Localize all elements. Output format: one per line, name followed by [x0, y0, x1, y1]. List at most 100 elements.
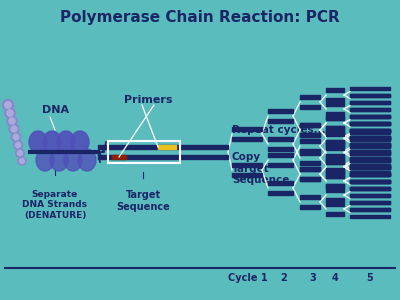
Bar	[326, 88, 344, 92]
Ellipse shape	[57, 131, 75, 153]
Ellipse shape	[2, 100, 14, 110]
Ellipse shape	[5, 108, 15, 118]
Bar	[350, 142, 390, 146]
Bar	[350, 172, 390, 176]
Bar	[350, 136, 390, 139]
Bar	[350, 157, 390, 160]
Bar	[350, 187, 390, 190]
Bar	[326, 158, 344, 162]
Bar	[350, 164, 390, 166]
Bar	[350, 130, 390, 134]
Bar	[350, 115, 390, 118]
Bar	[350, 145, 390, 148]
Ellipse shape	[18, 150, 22, 156]
Ellipse shape	[71, 131, 89, 153]
Bar	[326, 174, 344, 178]
Bar	[350, 214, 390, 218]
Bar	[300, 133, 320, 137]
Bar	[350, 187, 390, 190]
Text: 4: 4	[332, 273, 338, 283]
Ellipse shape	[18, 157, 26, 165]
Bar	[350, 115, 390, 118]
Bar	[300, 139, 320, 143]
Bar	[268, 137, 293, 141]
Bar	[350, 166, 390, 169]
Bar	[300, 123, 320, 127]
Bar	[350, 100, 390, 103]
Bar	[326, 140, 344, 144]
Bar	[326, 126, 344, 130]
Text: Polymerase Chain Reaction: PCR: Polymerase Chain Reaction: PCR	[60, 10, 340, 25]
Ellipse shape	[43, 131, 61, 153]
Bar	[268, 191, 293, 195]
Bar	[326, 144, 344, 148]
Ellipse shape	[64, 149, 82, 171]
Ellipse shape	[14, 140, 22, 149]
Bar	[350, 187, 390, 190]
Bar	[326, 184, 344, 188]
Bar	[300, 167, 320, 171]
Bar	[326, 170, 344, 174]
Bar	[350, 152, 390, 154]
Bar	[268, 163, 293, 167]
Bar	[350, 136, 390, 139]
Bar	[326, 140, 344, 144]
Bar	[350, 145, 390, 148]
Bar	[326, 160, 344, 164]
Text: Target
Sequence: Target Sequence	[116, 190, 170, 212]
Bar	[326, 126, 344, 130]
Bar	[350, 172, 390, 176]
Bar	[326, 146, 344, 150]
Bar	[300, 151, 320, 155]
Bar	[350, 94, 390, 97]
Bar	[326, 212, 344, 216]
Bar	[350, 115, 390, 118]
Bar	[300, 177, 320, 181]
Ellipse shape	[11, 132, 21, 142]
Ellipse shape	[5, 102, 11, 108]
Bar	[350, 128, 390, 131]
Text: Copy
Target
Sequence: Copy Target Sequence	[232, 152, 289, 185]
Ellipse shape	[7, 116, 17, 126]
Bar	[268, 147, 293, 151]
Bar	[350, 172, 390, 176]
Bar	[350, 166, 390, 169]
Bar	[232, 127, 262, 131]
Bar	[326, 174, 344, 178]
Bar	[350, 158, 390, 161]
Bar	[300, 167, 320, 171]
Bar	[326, 130, 344, 134]
Bar	[326, 116, 344, 120]
Bar	[326, 112, 344, 116]
Text: 5: 5	[367, 273, 373, 283]
Bar	[350, 122, 390, 124]
Bar	[350, 107, 390, 110]
Bar	[326, 142, 344, 146]
Bar	[350, 149, 390, 152]
Bar	[326, 198, 344, 202]
Bar	[268, 119, 293, 123]
Ellipse shape	[7, 110, 13, 116]
Bar	[268, 109, 293, 113]
Bar	[350, 194, 390, 196]
Bar	[268, 181, 293, 185]
Text: Cycle 1: Cycle 1	[228, 273, 268, 283]
Bar	[350, 122, 390, 124]
Bar	[232, 173, 262, 177]
Bar	[350, 137, 390, 140]
Bar	[350, 128, 390, 131]
Bar	[350, 179, 390, 182]
Bar	[350, 100, 390, 103]
Bar	[326, 168, 344, 172]
Bar	[350, 136, 390, 139]
Bar	[326, 132, 344, 136]
Bar	[300, 149, 320, 153]
Bar	[300, 195, 320, 199]
Bar	[326, 98, 344, 102]
Bar	[326, 130, 344, 134]
Ellipse shape	[29, 131, 47, 153]
Bar	[326, 188, 344, 192]
Bar	[350, 179, 390, 182]
Bar	[326, 202, 344, 206]
Bar	[350, 142, 390, 146]
